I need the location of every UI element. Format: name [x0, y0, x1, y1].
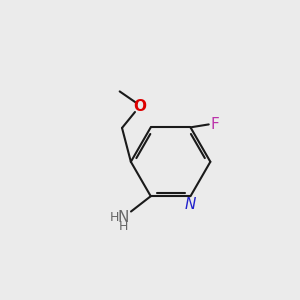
Text: N: N — [185, 197, 196, 212]
Text: N: N — [118, 210, 129, 225]
Text: H: H — [110, 211, 119, 224]
Text: H: H — [118, 220, 128, 233]
Text: F: F — [210, 117, 219, 132]
Text: O: O — [133, 99, 146, 114]
